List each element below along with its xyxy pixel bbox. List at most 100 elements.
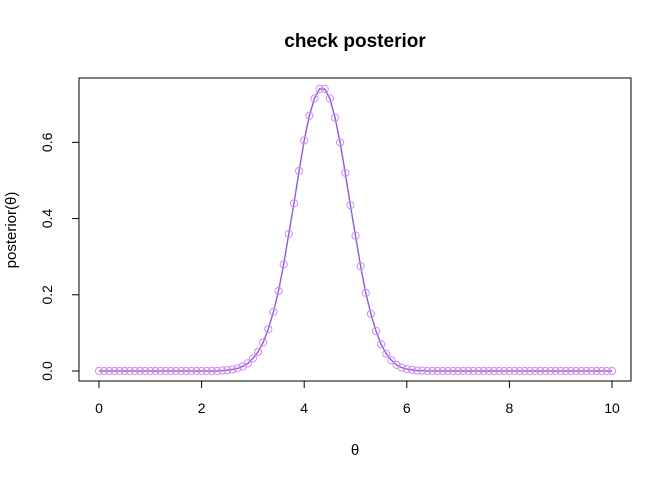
posterior-point xyxy=(484,366,493,376)
posterior-point xyxy=(110,366,119,376)
posterior-point xyxy=(166,366,175,376)
posterior-point xyxy=(294,166,304,176)
posterior-point xyxy=(607,366,617,376)
posterior-point xyxy=(105,366,114,376)
posterior-point xyxy=(274,286,283,296)
posterior-point xyxy=(577,366,586,376)
posterior-point xyxy=(182,366,191,376)
posterior-point xyxy=(551,366,560,376)
posterior-point xyxy=(218,366,227,375)
posterior-point xyxy=(248,354,257,363)
posterior-point xyxy=(202,366,211,376)
posterior-point xyxy=(377,340,386,349)
posterior-point xyxy=(582,366,591,376)
posterior-point xyxy=(141,366,150,376)
posterior-point xyxy=(176,366,186,376)
posterior-point xyxy=(561,366,570,376)
posterior-point xyxy=(412,366,422,375)
posterior-point xyxy=(448,366,458,376)
posterior-point xyxy=(515,366,524,376)
x-tick-label: 4 xyxy=(300,400,308,416)
posterior-point xyxy=(505,366,514,376)
posterior-point xyxy=(253,347,263,357)
posterior-point xyxy=(156,366,165,376)
x-tick-label: 2 xyxy=(198,400,206,416)
posterior-point xyxy=(387,356,396,365)
posterior-point xyxy=(233,364,242,373)
posterior-point xyxy=(495,366,504,376)
posterior-point xyxy=(520,366,529,376)
posterior-point xyxy=(305,111,314,120)
posterior-point xyxy=(223,366,232,375)
x-axis-label: θ xyxy=(351,442,359,459)
posterior-point xyxy=(341,168,350,177)
posterior-point xyxy=(407,365,417,374)
posterior-point xyxy=(279,260,288,269)
posterior-point xyxy=(536,366,545,376)
posterior-point xyxy=(161,366,170,376)
y-tick-label: 0.0 xyxy=(39,361,55,381)
y-tick-label: 0.6 xyxy=(39,132,55,152)
y-axis: 0.0 0.2 0.4 0.6 xyxy=(39,132,80,381)
posterior-point xyxy=(489,366,499,376)
posterior-point xyxy=(330,113,340,122)
posterior-point xyxy=(351,231,360,240)
posterior-point xyxy=(438,366,447,376)
posterior-point xyxy=(541,366,550,376)
chart-title: check posterior xyxy=(284,31,426,52)
posterior-point xyxy=(315,84,324,94)
posterior-point xyxy=(356,262,365,271)
posterior-point xyxy=(125,366,134,376)
posterior-point xyxy=(228,365,237,374)
x-tick-label: 8 xyxy=(506,400,514,416)
posterior-point xyxy=(366,309,375,318)
posterior-point xyxy=(474,366,483,376)
posterior-point xyxy=(197,366,206,376)
posterior-point xyxy=(402,364,411,374)
posterior-point xyxy=(207,366,216,376)
x-axis: 0 2 4 6 8 10 xyxy=(95,380,620,416)
posterior-point xyxy=(428,366,437,376)
posterior-point xyxy=(243,359,252,368)
posterior-point xyxy=(284,229,293,238)
posterior-line xyxy=(99,88,612,372)
posterior-point xyxy=(120,366,129,376)
posterior-point xyxy=(454,366,463,376)
posterior-point xyxy=(146,366,155,376)
posterior-point xyxy=(500,366,509,376)
x-tick-label: 6 xyxy=(403,400,411,416)
posterior-point xyxy=(418,366,427,375)
posterior-point xyxy=(361,288,370,297)
posterior-point xyxy=(469,366,478,376)
x-tick-label: 10 xyxy=(604,400,620,416)
posterior-point xyxy=(269,307,278,317)
posterior-point xyxy=(392,360,401,369)
posterior-point xyxy=(135,366,145,376)
y-tick-label: 0.4 xyxy=(39,209,55,229)
posterior-point xyxy=(346,201,355,210)
posterior-point xyxy=(130,366,140,376)
posterior-point xyxy=(325,94,334,103)
posterior-point xyxy=(566,366,576,376)
y-axis-label: posterior(θ) xyxy=(3,192,20,269)
posterior-point xyxy=(479,366,488,376)
series-layer xyxy=(94,84,617,376)
posterior-point xyxy=(300,136,309,145)
posterior-point xyxy=(423,366,432,376)
posterior-point xyxy=(510,366,519,376)
posterior-point xyxy=(397,363,406,372)
posterior-point xyxy=(602,366,611,376)
posterior-point xyxy=(192,366,201,376)
posterior-point xyxy=(382,349,391,358)
posterior-point xyxy=(264,324,273,334)
posterior-point xyxy=(571,366,581,376)
posterior-point xyxy=(336,138,345,147)
posterior-point xyxy=(320,84,329,94)
posterior-point xyxy=(433,366,442,376)
posterior-point xyxy=(289,199,299,208)
posterior-point xyxy=(587,366,596,376)
posterior-point xyxy=(525,366,535,376)
posterior-point xyxy=(371,326,381,336)
posterior-point xyxy=(443,366,452,376)
